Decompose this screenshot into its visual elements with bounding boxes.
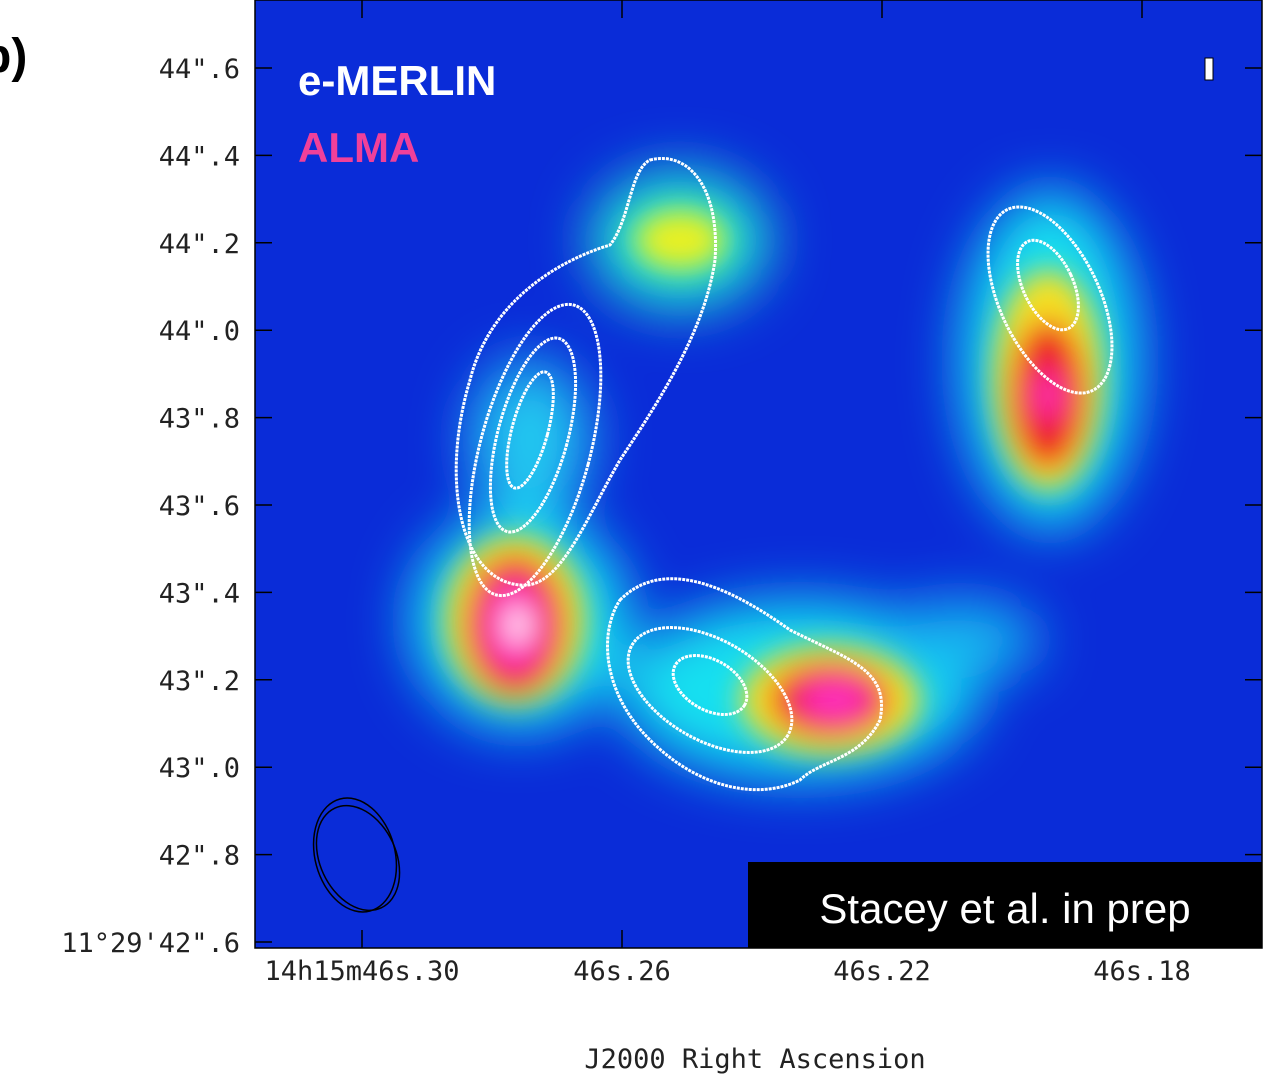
credit-box xyxy=(748,862,1262,948)
x-tick-label: 46s.26 xyxy=(573,956,671,987)
y-tick-label: 44".4 xyxy=(159,141,240,172)
x-axis-label: J2000 Right Ascension xyxy=(584,1044,925,1075)
y-tick-label: 44".6 xyxy=(159,54,240,85)
x-tick-label: 14h15m46s.30 xyxy=(264,956,459,987)
marker xyxy=(1204,57,1214,81)
y-tick-label: 44".0 xyxy=(159,316,240,347)
panel-label: b) xyxy=(0,30,27,83)
y-tick-label: 43".4 xyxy=(159,578,240,609)
contours xyxy=(454,157,1114,792)
x-tick-label: 46s.18 xyxy=(1093,956,1191,987)
y-tick-label: 11°29'42".6 xyxy=(61,928,240,959)
x-tick-label: 46s.22 xyxy=(833,956,931,987)
map-image xyxy=(255,0,1262,948)
legend-entry: ALMA xyxy=(298,124,419,171)
y-tick-label: 42".8 xyxy=(159,841,240,872)
legend-entry: e-MERLIN xyxy=(298,57,496,104)
y-tick-label: 43".2 xyxy=(159,666,240,697)
beam xyxy=(312,797,401,913)
y-tick-label: 43".0 xyxy=(159,753,240,784)
y-tick-label: 43".8 xyxy=(159,404,240,435)
y-tick-label: 43".6 xyxy=(159,491,240,522)
y-tick-label: 44".2 xyxy=(159,229,240,260)
credit: Stacey et al. in prep xyxy=(819,885,1190,932)
